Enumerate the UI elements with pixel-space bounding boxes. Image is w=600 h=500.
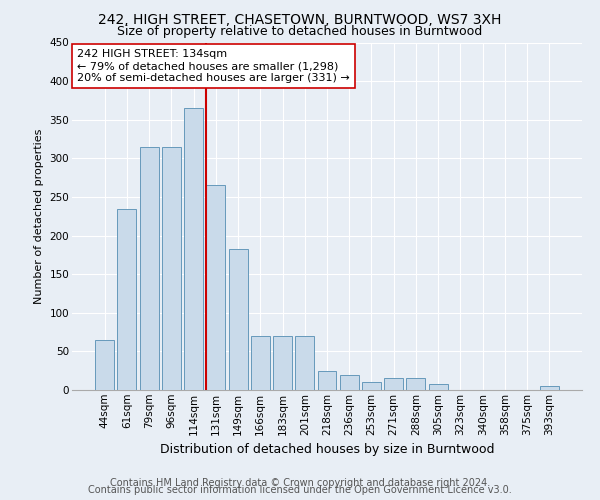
Bar (317, 370, 337, 390)
Bar (406, 378, 425, 390)
Bar (362, 382, 381, 390)
Bar (140, 147, 158, 390)
Bar (95, 340, 114, 390)
Text: 242, HIGH STREET, CHASETOWN, BURNTWOOD, WS7 3XH: 242, HIGH STREET, CHASETOWN, BURNTWOOD, … (98, 12, 502, 26)
Text: Contains HM Land Registry data © Crown copyright and database right 2024.: Contains HM Land Registry data © Crown c… (110, 478, 490, 488)
Text: 242 HIGH STREET: 134sqm
← 79% of detached houses are smaller (1,298)
20% of semi: 242 HIGH STREET: 134sqm ← 79% of detache… (77, 50, 350, 82)
X-axis label: Distribution of detached houses by size in Burntwood: Distribution of detached houses by size … (160, 443, 494, 456)
Bar (429, 384, 448, 390)
Bar (384, 378, 403, 390)
Text: Contains public sector information licensed under the Open Government Licence v3: Contains public sector information licen… (88, 485, 512, 495)
Bar (340, 374, 359, 390)
Bar (273, 336, 292, 390)
Text: Size of property relative to detached houses in Burntwood: Size of property relative to detached ho… (118, 25, 482, 38)
Bar (229, 248, 248, 390)
Bar (184, 108, 203, 390)
Bar (540, 386, 559, 390)
Bar (251, 336, 270, 390)
Bar (295, 336, 314, 390)
Bar (162, 147, 181, 390)
Bar (118, 208, 136, 390)
Y-axis label: Number of detached properties: Number of detached properties (34, 128, 44, 304)
Bar (206, 186, 225, 390)
